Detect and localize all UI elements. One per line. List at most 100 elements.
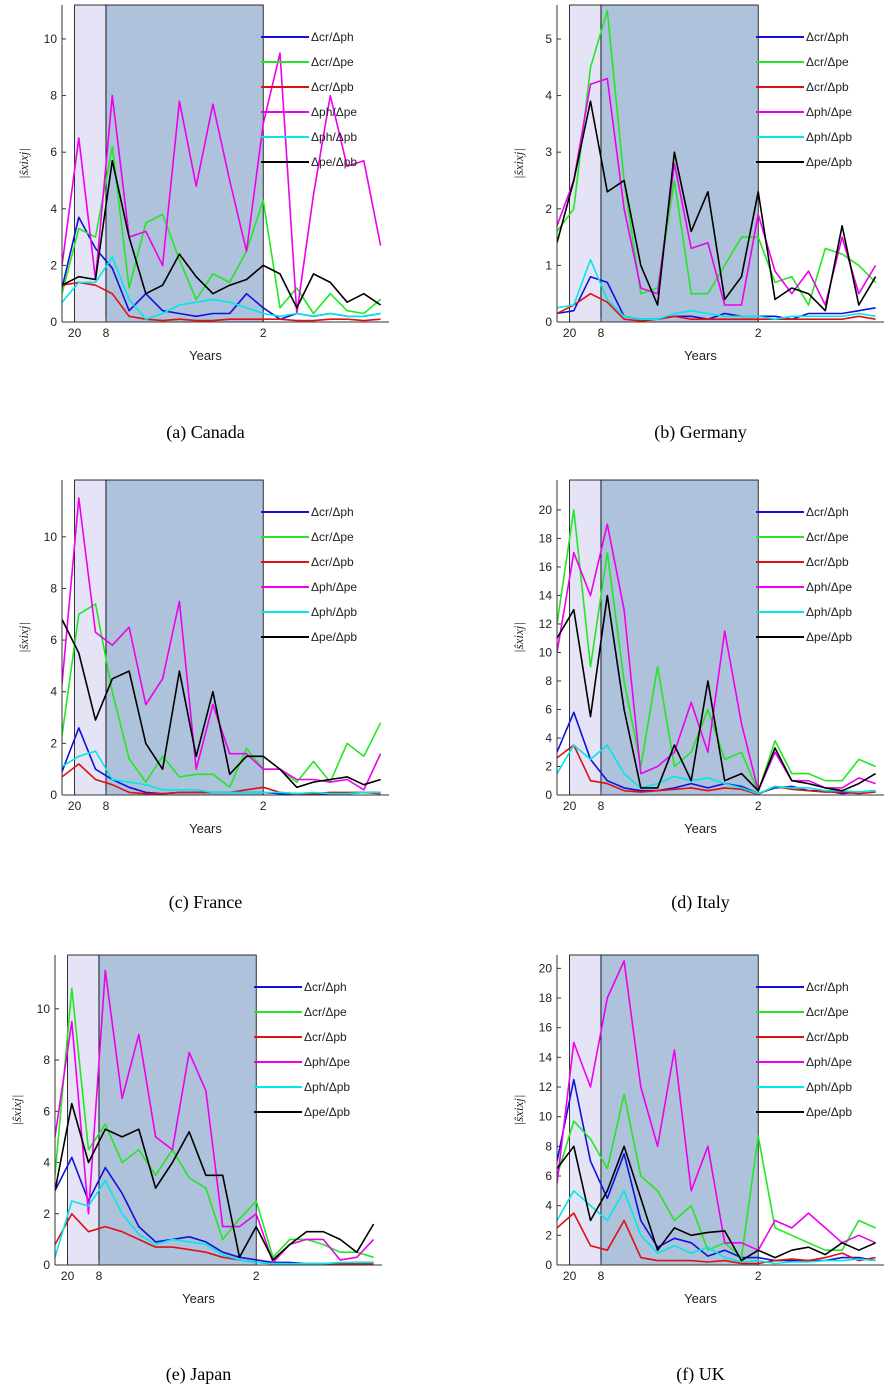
y-tick-label: 18 — [539, 531, 553, 545]
y-tick-label: 1 — [545, 258, 552, 272]
legend-label: Δpe/Δpb — [311, 630, 357, 644]
y-tick-label: 0 — [545, 788, 552, 802]
legend-label: Δcr/Δpe — [311, 530, 354, 544]
legend-label: Δph/Δpb — [806, 130, 852, 144]
legend-label: Δpe/Δpb — [806, 1105, 852, 1119]
y-tick-label: 0 — [545, 315, 552, 329]
x-tick-label: 8 — [103, 799, 110, 813]
x-tick-label: 8 — [96, 1269, 103, 1283]
series-line — [557, 258, 876, 320]
legend-label: Δcr/Δpe — [311, 55, 354, 69]
legend-label: Δpe/Δpb — [311, 155, 357, 169]
legend-label: Δph/Δpe — [806, 1055, 852, 1069]
y-axis-label: |ŝxixj| — [511, 1095, 526, 1126]
x-axis-label: Years — [189, 348, 222, 363]
y-axis-label: |ŝxixj| — [16, 622, 31, 653]
y-axis-label: |ŝxixj| — [511, 622, 526, 653]
legend-label: Δcr/Δph — [806, 505, 849, 519]
panel: 0 2 4 6 8 10 12 14 16 18 20 20 8 2 Δcr/Δph Δcr/Δpe Δcr/Δ… — [511, 479, 884, 913]
legend-label: Δcr/Δph — [304, 980, 347, 994]
x-tick-label: 8 — [598, 799, 605, 813]
y-tick-label: 10 — [37, 1002, 51, 1016]
legend-label: Δcr/Δpb — [311, 555, 354, 569]
y-tick-label: 0 — [50, 788, 57, 802]
legend-label: Δph/Δpe — [311, 105, 357, 119]
y-tick-label: 2 — [50, 736, 57, 750]
y-tick-label: 10 — [44, 32, 58, 46]
legend-label: Δpe/Δpb — [806, 630, 852, 644]
legend-label: Δcr/Δph — [806, 980, 849, 994]
series-line — [557, 100, 877, 312]
legend-label: Δph/Δpb — [311, 605, 357, 619]
y-tick-label: 20 — [539, 961, 553, 975]
y-tick-label: 10 — [539, 645, 553, 659]
y-tick-label: 10 — [539, 1110, 553, 1124]
panel: 0 2 4 6 8 10 20 8 2 Δcr/Δph Δcr/Δpe Δcr/Δpb Δph/Δpe Δ… — [16, 479, 389, 913]
caption: (a) Canada — [166, 422, 244, 443]
y-tick-label: 14 — [539, 588, 553, 602]
y-tick-label: 0 — [545, 1258, 552, 1272]
y-tick-label: 6 — [545, 702, 552, 716]
y-tick-label: 4 — [50, 685, 57, 699]
shaded-band — [569, 954, 602, 1266]
series-line — [55, 969, 375, 1264]
legend-label: Δph/Δpb — [304, 1080, 350, 1094]
series-line — [557, 594, 877, 792]
legend-label: Δph/Δpe — [806, 580, 852, 594]
y-tick-label: 10 — [44, 530, 58, 544]
y-tick-label: 12 — [539, 617, 553, 631]
series-line — [557, 1093, 876, 1259]
legend-label: Δcr/Δpb — [311, 80, 354, 94]
series-line — [62, 619, 381, 789]
x-tick-label: 2 — [755, 326, 762, 340]
y-tick-label: 20 — [539, 503, 553, 517]
legend-label: Δcr/Δpe — [806, 55, 849, 69]
series-line — [557, 744, 876, 795]
series-line — [62, 52, 382, 315]
y-tick-label: 5 — [545, 32, 552, 46]
series-line — [62, 603, 382, 789]
y-tick-label: 18 — [539, 991, 553, 1005]
y-tick-label: 12 — [539, 1080, 553, 1094]
x-tick-label: 20 — [563, 326, 577, 340]
x-tick-label: 2 — [755, 799, 762, 813]
series-line — [55, 1179, 374, 1265]
y-tick-label: 4 — [545, 1199, 552, 1213]
x-axis-label: Years — [684, 821, 717, 836]
series-line — [62, 281, 381, 322]
legend-label: Δcr/Δpe — [304, 1005, 347, 1019]
shaded-band — [98, 954, 257, 1266]
series-line — [62, 256, 381, 320]
y-tick-label: 8 — [50, 89, 57, 103]
series-line — [55, 1102, 375, 1261]
legend-label: Δcr/Δph — [311, 30, 354, 44]
shaded-band — [105, 479, 264, 796]
legend-label: Δph/Δpb — [806, 1080, 852, 1094]
y-tick-label: 14 — [539, 1050, 553, 1064]
series-line — [557, 292, 876, 322]
y-tick-label: 8 — [43, 1053, 50, 1067]
caption: (f) UK — [676, 1364, 724, 1385]
legend-label: Δpe/Δpb — [806, 155, 852, 169]
legend-label: Δph/Δpe — [806, 105, 852, 119]
y-tick-label: 4 — [545, 89, 552, 103]
series-line — [557, 275, 876, 320]
y-tick-label: 16 — [539, 1021, 553, 1035]
x-axis-label: Years — [684, 1291, 717, 1306]
panel: 0 2 4 6 8 10 20 8 2 Δcr/Δph Δcr/Δpe Δcr/Δpb Δph/Δpe Δ… — [9, 954, 382, 1385]
y-tick-label: 0 — [43, 1258, 50, 1272]
x-tick-label: 20 — [61, 1269, 75, 1283]
legend-label: Δph/Δpe — [311, 580, 357, 594]
x-tick-label: 20 — [68, 799, 82, 813]
x-axis-label: Years — [684, 348, 717, 363]
shaded-band — [569, 4, 602, 323]
shaded-band — [600, 479, 759, 796]
legend-label: Δcr/Δpb — [304, 1030, 347, 1044]
series-line — [557, 1190, 876, 1265]
shaded-band — [600, 4, 759, 323]
series-line — [557, 77, 877, 306]
caption: (b) Germany — [654, 422, 746, 443]
y-tick-label: 2 — [545, 759, 552, 773]
x-tick-label: 20 — [563, 1269, 577, 1283]
legend-label: Δcr/Δpe — [806, 1005, 849, 1019]
